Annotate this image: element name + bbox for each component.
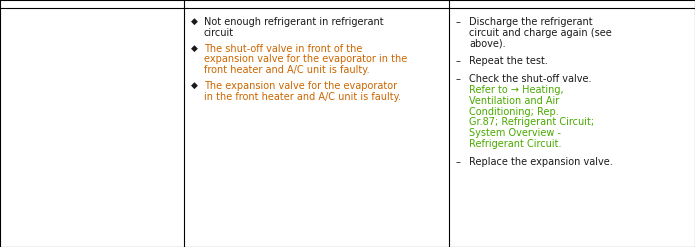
Text: Ventilation and Air: Ventilation and Air [469,96,559,106]
Text: Gr.87; Refrigerant Circuit;: Gr.87; Refrigerant Circuit; [469,117,594,127]
Text: circuit and charge again (see: circuit and charge again (see [469,28,612,38]
Text: –: – [456,157,461,167]
Text: –: – [456,56,461,66]
Text: The shut-off valve in front of the: The shut-off valve in front of the [204,44,362,54]
Text: Replace the expansion valve.: Replace the expansion valve. [469,157,613,167]
Text: expansion valve for the evaporator in the: expansion valve for the evaporator in th… [204,54,407,64]
Text: Not enough refrigerant in refrigerant: Not enough refrigerant in refrigerant [204,17,384,27]
Text: front heater and A/C unit is faulty.: front heater and A/C unit is faulty. [204,65,370,75]
Text: Refer to → Heating,: Refer to → Heating, [469,85,564,95]
Text: Repeat the test.: Repeat the test. [469,56,548,66]
Text: ◆: ◆ [191,44,198,53]
Text: Refrigerant Circuit.: Refrigerant Circuit. [469,139,562,149]
Text: above).: above). [469,39,506,49]
Text: –: – [456,17,461,27]
Text: System Overview -: System Overview - [469,128,561,138]
Text: –: – [456,74,461,84]
Text: Discharge the refrigerant: Discharge the refrigerant [469,17,593,27]
Text: Check the shut-off valve.: Check the shut-off valve. [469,74,591,84]
Text: The expansion valve for the evaporator: The expansion valve for the evaporator [204,81,397,91]
Text: ◆: ◆ [191,17,198,26]
Text: ◆: ◆ [191,81,198,90]
Text: in the front heater and A/C unit is faulty.: in the front heater and A/C unit is faul… [204,92,401,102]
Text: circuit: circuit [204,28,234,38]
Text: Conditioning; Rep.: Conditioning; Rep. [469,107,559,117]
